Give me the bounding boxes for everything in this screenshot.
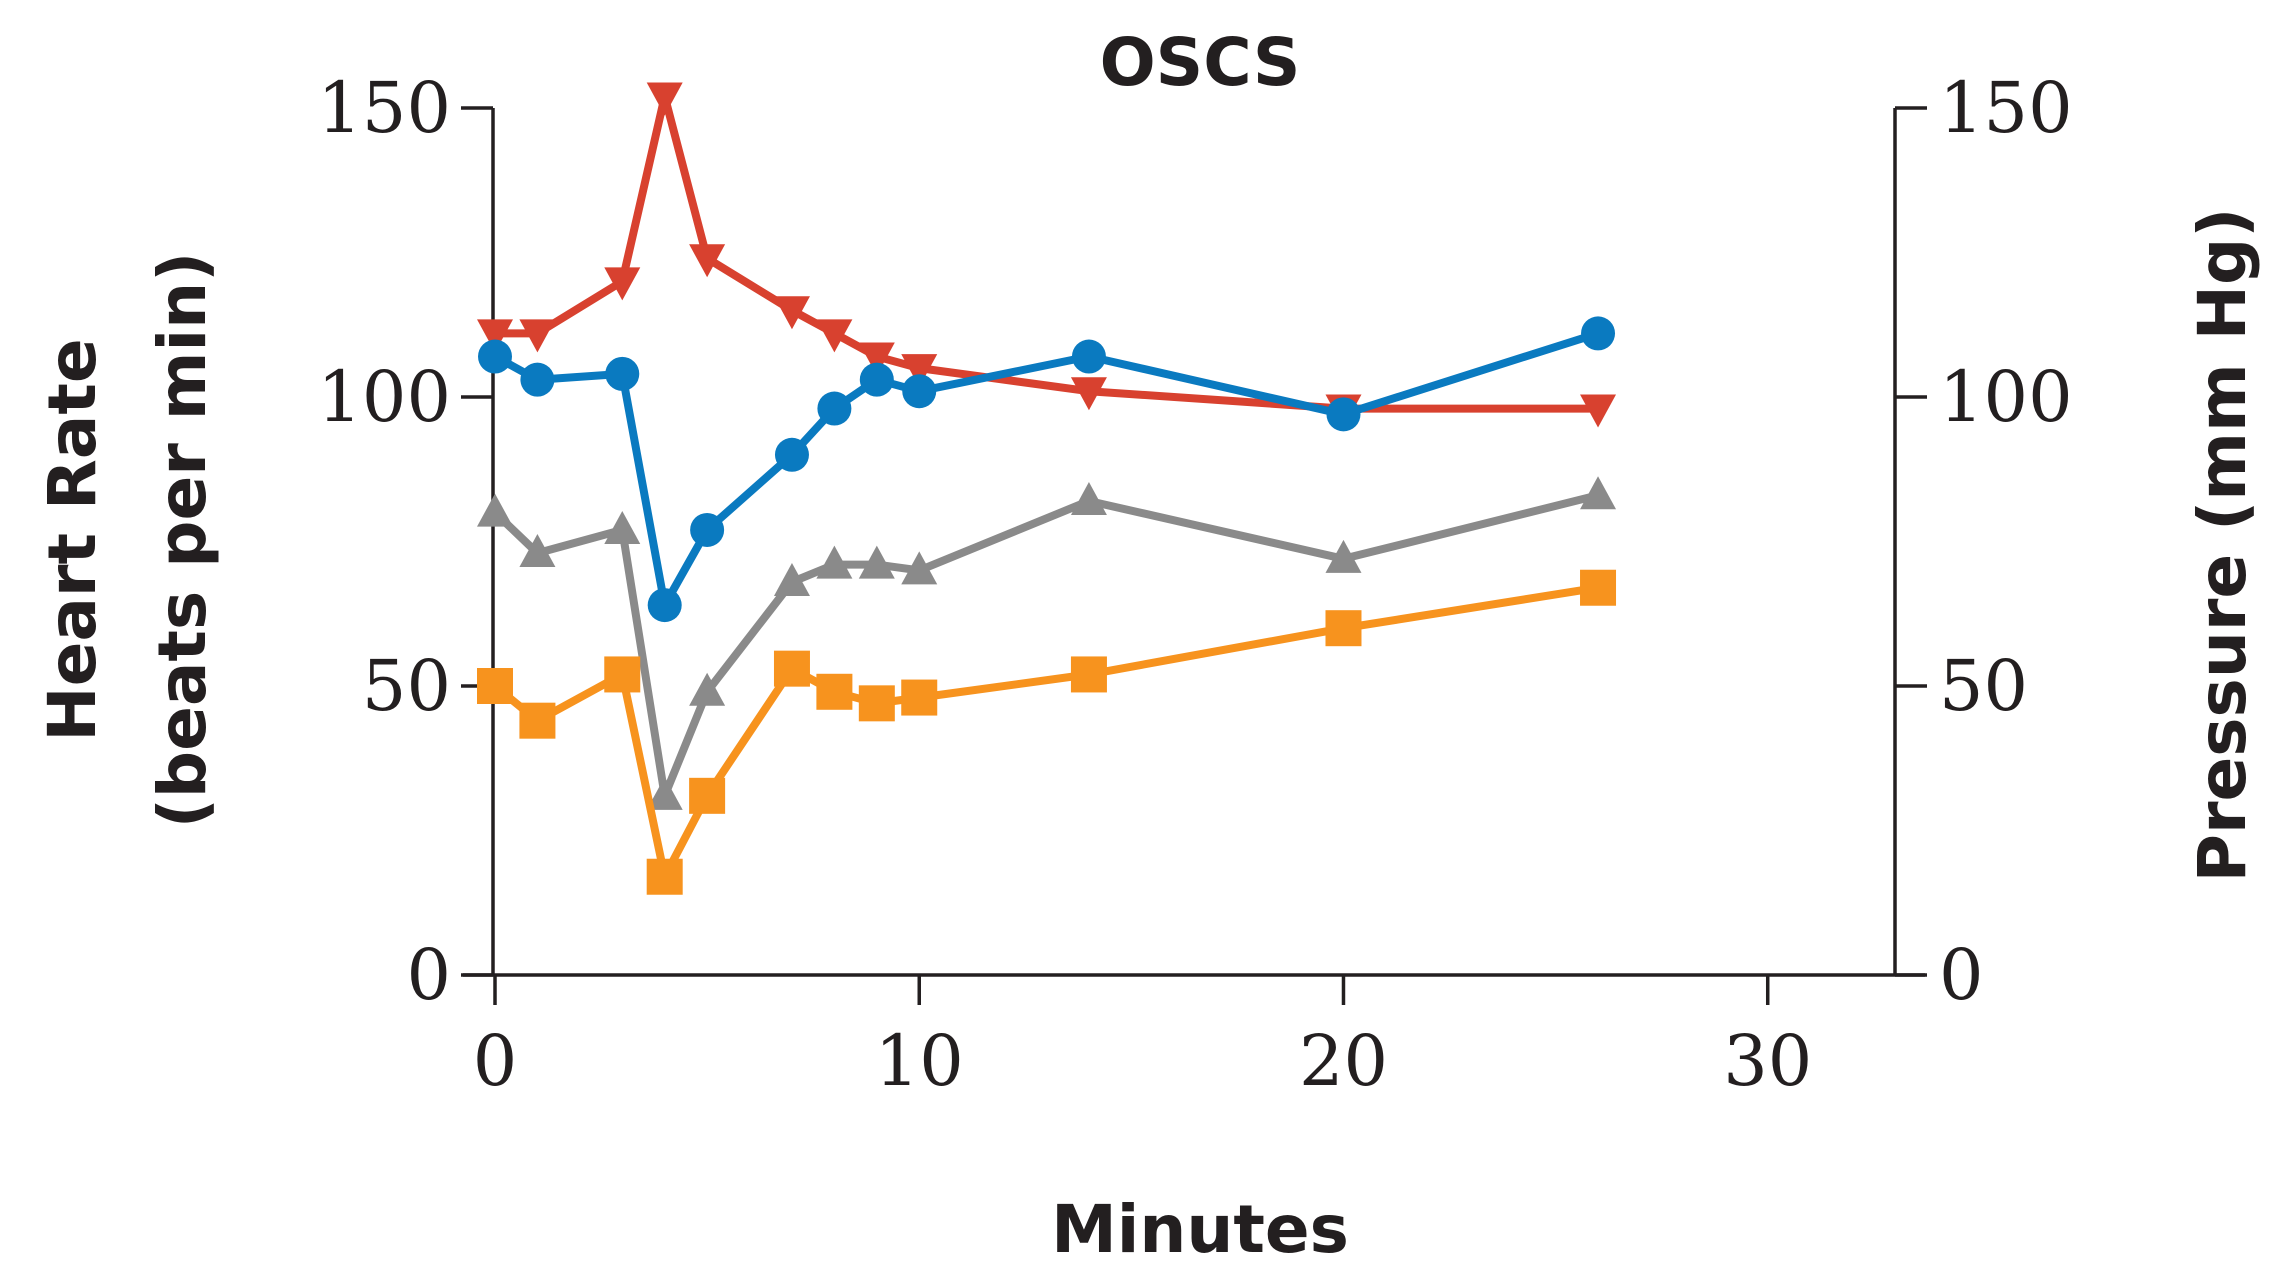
data-point-red	[519, 319, 556, 353]
y-tick-label-right: 150	[1939, 67, 2073, 149]
data-point-gray	[858, 545, 895, 579]
data-point-red	[901, 354, 938, 388]
data-point-red	[477, 319, 513, 353]
data-point-blue	[605, 356, 640, 391]
y-axis-right-title: Pressure (mm Hg)	[2184, 208, 2261, 883]
data-point-gray	[689, 672, 726, 706]
data-point-blue	[1071, 339, 1106, 374]
series-red	[477, 82, 1617, 428]
data-point-blue	[647, 588, 682, 623]
data-point-gray	[1070, 482, 1107, 516]
x-tick-label: 30	[1723, 1020, 1812, 1102]
data-point-orange	[646, 858, 683, 895]
data-point-orange	[1070, 656, 1107, 693]
data-point-red	[646, 82, 683, 116]
data-point-gray	[901, 551, 938, 585]
x-axis-title: Minutes	[1051, 1191, 1349, 1268]
y-axis-left-title-line2: (beats per min)	[144, 252, 221, 829]
y-tick-label-right: 0	[1939, 934, 1984, 1016]
data-point-orange	[858, 685, 895, 722]
data-point-gray	[816, 545, 853, 579]
data-point-blue	[478, 339, 512, 374]
data-point-gray	[477, 493, 513, 527]
data-point-gray	[646, 776, 683, 810]
data-point-orange	[689, 777, 726, 814]
data-point-blue	[817, 391, 852, 426]
y-tick-label-left: 150	[317, 67, 451, 149]
series-blue	[478, 316, 1616, 623]
data-point-gray	[1580, 476, 1617, 510]
data-point-red	[1070, 377, 1107, 411]
data-point-orange	[1325, 610, 1362, 647]
data-point-gray	[604, 510, 641, 544]
x-tick-label: 20	[1299, 1020, 1388, 1102]
y-tick-label-right: 50	[1939, 645, 2028, 727]
series-line-blue	[491, 329, 1602, 610]
data-point-gray	[519, 534, 556, 568]
data-point-blue	[902, 374, 937, 409]
data-point-orange	[519, 702, 556, 739]
data-point-orange	[604, 656, 641, 693]
series-gray	[477, 476, 1617, 810]
series-orange	[477, 569, 1617, 895]
data-point-blue	[774, 437, 809, 472]
series-line-gray	[491, 491, 1602, 800]
y-tick-label-right: 100	[1939, 356, 2073, 438]
data-point-blue	[520, 362, 555, 397]
data-point-red	[1580, 394, 1617, 428]
data-point-orange	[477, 668, 513, 704]
data-point-red	[604, 267, 641, 301]
data-point-orange	[1580, 569, 1617, 606]
x-tick-label: 0	[473, 1020, 518, 1102]
data-point-blue	[859, 362, 894, 397]
series-group	[477, 82, 1617, 895]
data-point-orange	[901, 679, 938, 716]
data-point-orange	[816, 673, 853, 710]
data-point-gray	[1325, 539, 1362, 573]
y-axis-left-title: Heart Rate (beats per min)	[34, 252, 221, 829]
y-tick-label-left: 100	[317, 356, 451, 438]
data-point-red	[773, 296, 810, 330]
data-point-blue	[1581, 316, 1616, 351]
y-tick-label-left: 50	[362, 645, 451, 727]
data-point-red	[816, 319, 853, 353]
data-point-red	[858, 342, 895, 376]
x-tick-label: 10	[875, 1020, 964, 1102]
data-point-blue	[1326, 397, 1361, 432]
series-line-red	[491, 92, 1602, 413]
series-line-orange	[491, 583, 1602, 881]
y-tick-label-left: 0	[406, 934, 451, 1016]
y-axis-left-title-line1: Heart Rate	[34, 338, 111, 741]
data-point-gray	[773, 562, 810, 596]
data-point-orange	[773, 650, 810, 687]
chart-title: OSCS	[1100, 24, 1301, 101]
data-point-blue	[690, 512, 725, 547]
data-point-red	[689, 244, 726, 278]
